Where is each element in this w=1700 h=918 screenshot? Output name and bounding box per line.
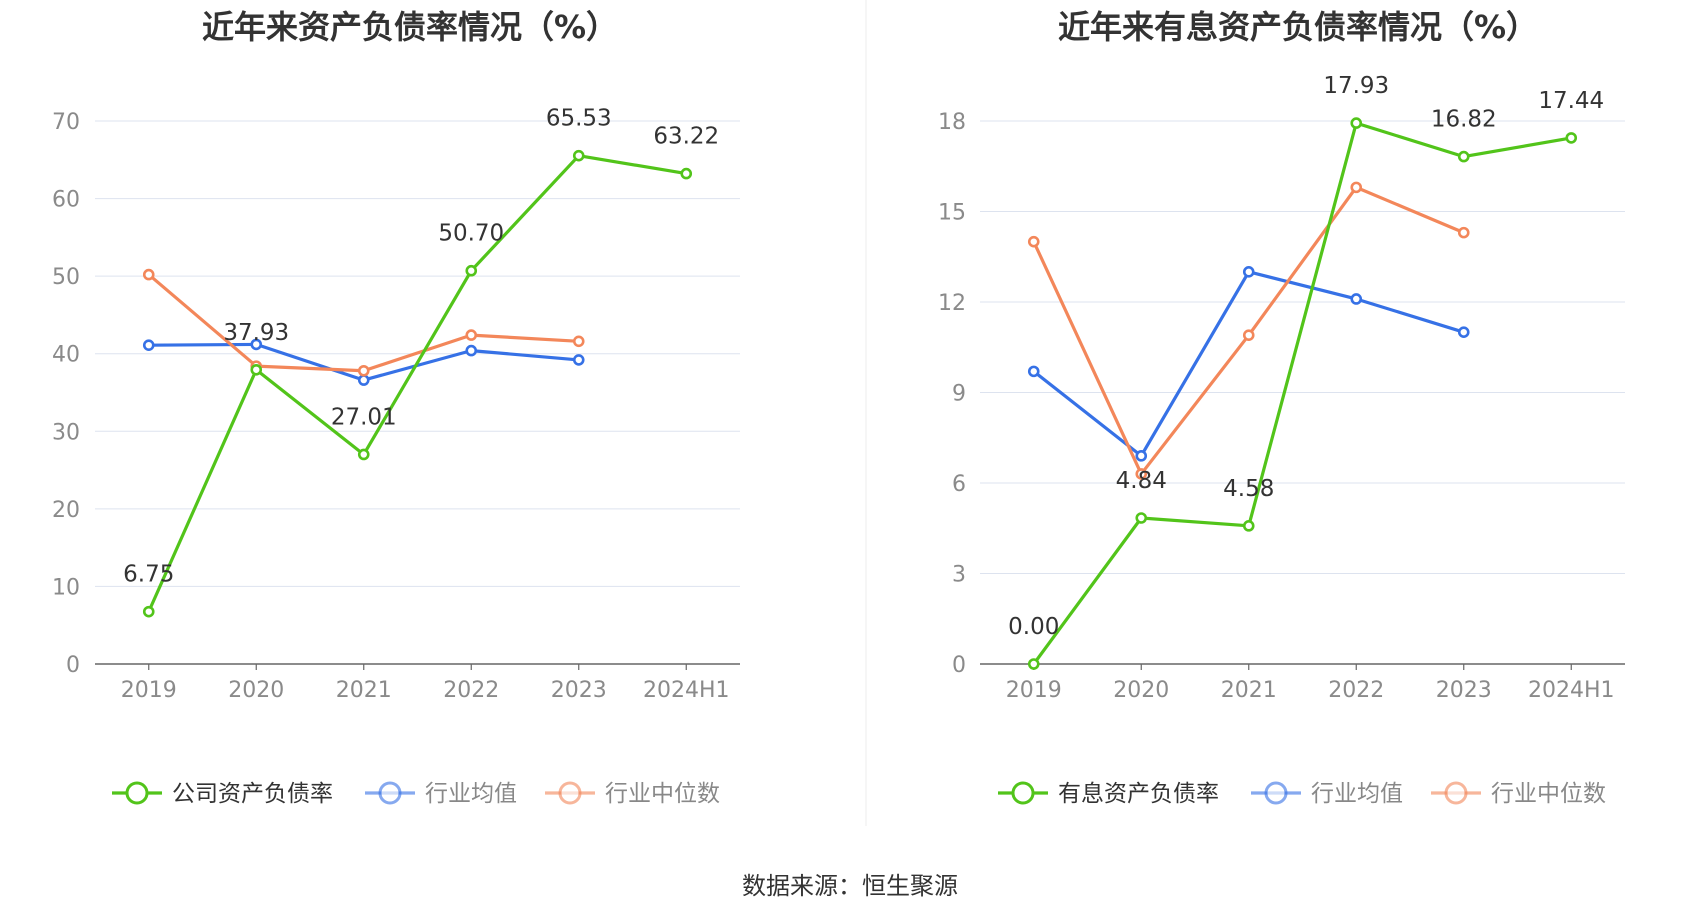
data-label: 65.53 <box>546 106 612 132</box>
y-tick-label: 60 <box>52 188 80 213</box>
chart-2: 近年来有息资产负债率情况（%） 0 3 6 9 12 15 18 2019 2020 2021 202… <box>938 8 1625 807</box>
x-tick-label: 2023 <box>1436 678 1492 703</box>
legend-item: 公司资产负债率 <box>112 781 333 807</box>
legend-marker <box>125 781 149 805</box>
data-point-median <box>1242 329 1255 341</box>
data-label: 37.93 <box>223 320 289 346</box>
data-point-company <box>250 363 263 376</box>
y-tick-label: 70 <box>52 110 80 135</box>
data-label: 6.75 <box>123 562 174 588</box>
data-source-text: 数据来源：恒生聚源 <box>742 872 958 900</box>
chart-title: 近年来有息资产负债率情况（%） <box>1058 8 1538 46</box>
x-tick-label: 2022 <box>443 678 499 703</box>
y-tick-label: 6 <box>952 472 966 497</box>
data-point-company <box>1350 117 1363 129</box>
y-tick-label: 0 <box>66 653 80 678</box>
data-point-company <box>1242 520 1255 532</box>
y-tick-label: 30 <box>52 420 80 445</box>
data-point-avg <box>1350 293 1363 305</box>
data-point-company <box>357 448 370 461</box>
y-tick-label: 50 <box>52 265 80 290</box>
data-point-median <box>1027 235 1040 248</box>
data-point-avg <box>357 374 370 386</box>
data-point-company <box>1565 132 1578 144</box>
x-tick-label: 2019 <box>121 678 177 703</box>
legend-marker <box>558 781 582 805</box>
data-point-avg <box>1135 450 1148 462</box>
data-label: 4.58 <box>1223 476 1274 502</box>
legend-item: 行业均值 <box>365 781 517 807</box>
data-label: 63.22 <box>653 124 719 150</box>
data-point-company <box>572 149 585 162</box>
x-tick-label: 2021 <box>1221 678 1277 703</box>
legend-label: 公司资产负债率 <box>172 781 333 807</box>
legend-label: 有息资产负债率 <box>1058 781 1219 807</box>
data-point-avg <box>1027 365 1040 378</box>
chart-1: 近年来资产负债率情况（%） 0 10 20 30 40 50 60 70 2019 2020 2021… <box>52 8 740 807</box>
x-tick-label: 2023 <box>551 678 607 703</box>
data-label: 17.93 <box>1323 73 1389 99</box>
y-tick-label: 40 <box>52 343 80 368</box>
data-point-company <box>1457 150 1470 163</box>
x-tick-label: 2020 <box>1113 678 1169 703</box>
legend-label: 行业中位数 <box>605 781 720 807</box>
legend-label: 行业均值 <box>425 781 517 807</box>
chart-title: 近年来资产负债率情况（%） <box>202 8 618 46</box>
legend-item: 行业中位数 <box>545 781 720 807</box>
legend-marker <box>378 781 402 805</box>
data-point-avg <box>142 339 155 351</box>
series-line-company <box>1032 121 1572 665</box>
y-tick-label: 9 <box>952 382 966 407</box>
data-point-avg <box>572 354 585 366</box>
legend-item: 行业中位数 <box>1431 781 1606 807</box>
data-point-company <box>142 605 155 618</box>
data-point-avg <box>465 344 478 357</box>
y-tick-label: 18 <box>938 110 966 135</box>
x-tick-label: 2024H1 <box>643 678 730 703</box>
data-point-avg <box>1457 326 1470 338</box>
legend-marker <box>1264 781 1288 805</box>
data-point-company <box>1027 658 1040 670</box>
y-tick-label: 3 <box>952 563 966 588</box>
data-point-median <box>1135 468 1148 480</box>
x-tick-label: 2019 <box>1006 678 1062 703</box>
legend-label: 行业中位数 <box>1491 781 1606 807</box>
y-tick-label: 15 <box>938 201 966 226</box>
data-label: 0.00 <box>1008 614 1059 640</box>
x-tick-label: 2020 <box>228 678 284 703</box>
data-label: 17.44 <box>1538 88 1604 114</box>
data-point-median <box>465 329 478 341</box>
y-tick-label: 0 <box>952 653 966 678</box>
y-tick-label: 12 <box>938 291 966 316</box>
legend-item: 行业均值 <box>1251 781 1403 807</box>
x-tick-label: 2021 <box>336 678 392 703</box>
y-tick-label: 10 <box>52 575 80 600</box>
series-line-company <box>147 154 687 613</box>
data-label: 27.01 <box>331 404 397 430</box>
data-point-median <box>357 364 370 377</box>
data-label: 4.84 <box>1116 468 1167 494</box>
series-line-median <box>147 273 579 373</box>
legend-item: 有息资产负债率 <box>998 781 1219 807</box>
data-point-company <box>465 264 478 277</box>
data-label: 16.82 <box>1431 107 1497 133</box>
data-point-avg <box>250 338 263 351</box>
legend-marker <box>1011 781 1035 805</box>
legend-marker <box>1444 781 1468 805</box>
data-point-company <box>680 167 693 180</box>
series-line-avg <box>1032 270 1465 458</box>
legend-label: 行业均值 <box>1311 781 1403 807</box>
data-point-median <box>142 268 155 281</box>
x-tick-label: 2024H1 <box>1528 678 1615 703</box>
data-label: 50.70 <box>438 221 504 247</box>
x-tick-label: 2022 <box>1328 678 1384 703</box>
y-tick-label: 20 <box>52 498 80 523</box>
data-point-avg <box>1242 266 1255 278</box>
data-point-median <box>572 335 585 348</box>
data-point-median <box>1350 181 1363 194</box>
data-point-median <box>1457 226 1470 239</box>
data-point-company <box>1135 512 1148 524</box>
